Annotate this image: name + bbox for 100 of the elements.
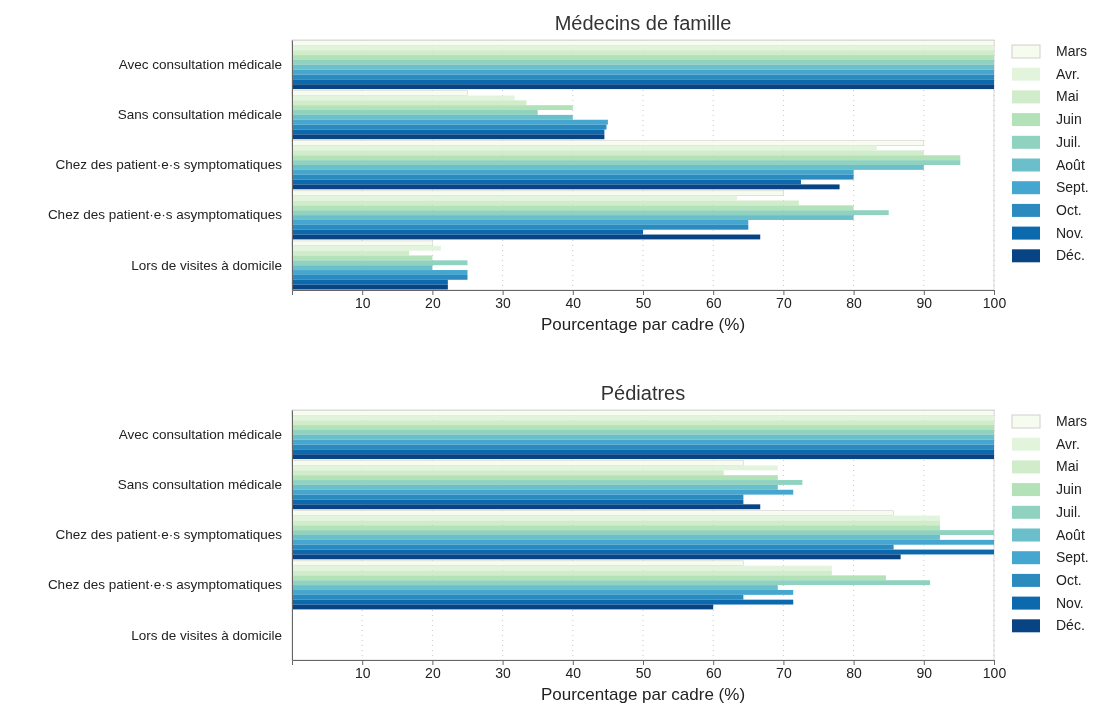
bar — [292, 449, 994, 455]
bar — [292, 55, 994, 60]
x-tick-label: 40 — [565, 294, 582, 311]
legend-label: Mars — [1056, 43, 1088, 59]
legend-label: Nov. — [1056, 594, 1084, 611]
bar — [292, 215, 854, 220]
bar — [292, 439, 994, 445]
bar — [292, 59, 994, 65]
legend-label: Mars — [1056, 413, 1088, 429]
bar — [292, 544, 894, 550]
bar — [292, 210, 889, 216]
bar — [292, 64, 994, 70]
bar — [292, 129, 605, 135]
bar — [292, 219, 749, 225]
bar — [292, 274, 468, 280]
x-tick-label: 90 — [916, 664, 933, 681]
x-axis-title: Pourcentage par cadre (%) — [540, 315, 746, 334]
bar — [291, 140, 925, 146]
x-tick-label: 30 — [495, 664, 512, 681]
x-tick-label: 10 — [354, 664, 371, 681]
bar — [292, 265, 433, 271]
bar — [292, 155, 961, 161]
bar — [292, 465, 778, 471]
bar — [292, 84, 994, 90]
x-tick-label: 70 — [776, 664, 792, 681]
bar — [292, 174, 854, 180]
bar — [292, 95, 515, 101]
bar — [292, 499, 744, 505]
legend-label: Août — [1056, 156, 1085, 173]
bar — [292, 565, 832, 571]
bar — [292, 580, 931, 586]
bar — [292, 425, 994, 430]
bar — [292, 50, 994, 56]
legend-label: Oct. — [1056, 571, 1082, 588]
legend-label: Mai — [1056, 88, 1079, 105]
legend-label: Nov. — [1056, 224, 1084, 241]
bar — [292, 114, 573, 120]
bar — [292, 475, 778, 481]
bar — [292, 415, 994, 421]
bar — [292, 105, 573, 111]
bar — [292, 150, 924, 156]
legend-label: Avr. — [1056, 65, 1080, 82]
bar — [292, 229, 643, 235]
bar — [291, 460, 744, 466]
x-tick-label: 100 — [982, 294, 1007, 311]
bar — [292, 480, 803, 485]
x-tick-label: 20 — [425, 294, 441, 311]
bar — [292, 184, 840, 190]
bar — [292, 454, 994, 460]
bar — [292, 195, 738, 201]
bar — [292, 245, 441, 251]
y-tick-label: Avec consultation médicale — [118, 427, 282, 443]
bar — [291, 560, 744, 566]
y-tick-label: Sans consultation médicale — [117, 107, 282, 123]
bar — [292, 100, 527, 106]
bar — [292, 470, 724, 476]
bar — [292, 504, 761, 510]
x-tick-label: 70 — [776, 294, 792, 311]
x-axis-title: Pourcentage par cadre (%) — [540, 685, 746, 704]
legend-label: Sept. — [1056, 179, 1089, 196]
x-tick-label: 50 — [635, 294, 652, 311]
bar — [292, 45, 994, 51]
chart-title: Pédiatres — [600, 382, 686, 404]
bar — [292, 599, 794, 605]
bar — [292, 134, 605, 140]
legend-label: Déc. — [1056, 617, 1085, 634]
legend-label: Sept. — [1056, 549, 1089, 566]
bar — [292, 160, 961, 165]
x-tick-label: 80 — [846, 664, 863, 681]
bar — [292, 520, 940, 526]
bar — [292, 589, 794, 595]
legend-label: Juil. — [1056, 133, 1081, 150]
legend-label: Mai — [1056, 458, 1079, 475]
bar — [292, 165, 924, 170]
x-tick-label: 60 — [705, 294, 722, 311]
bar — [292, 535, 940, 540]
bar — [292, 429, 994, 435]
bar — [292, 594, 744, 600]
bar — [292, 169, 854, 175]
bar — [292, 585, 778, 590]
x-tick-label: 30 — [495, 294, 512, 311]
legend-label: Avr. — [1056, 435, 1080, 452]
bar — [291, 90, 468, 96]
x-tick-label: 10 — [354, 294, 371, 311]
bar — [291, 190, 784, 196]
chart-title: Médecins de famille — [554, 12, 732, 34]
bar — [292, 270, 468, 275]
y-tick-label: Chez des patient·e·s symptomatiques — [55, 527, 283, 543]
legend-label: Août — [1056, 526, 1085, 543]
x-tick-label: 40 — [565, 664, 582, 681]
x-tick-label: 100 — [982, 664, 1007, 681]
bar — [292, 539, 994, 545]
bar — [292, 110, 538, 115]
bar — [292, 489, 794, 495]
bar — [292, 525, 940, 531]
legend-label: Juil. — [1056, 503, 1081, 520]
y-tick-label: Chez des patient·e·s symptomatiques — [55, 157, 283, 173]
bar — [292, 255, 433, 261]
bar — [292, 69, 994, 75]
x-tick-label: 60 — [705, 664, 722, 681]
